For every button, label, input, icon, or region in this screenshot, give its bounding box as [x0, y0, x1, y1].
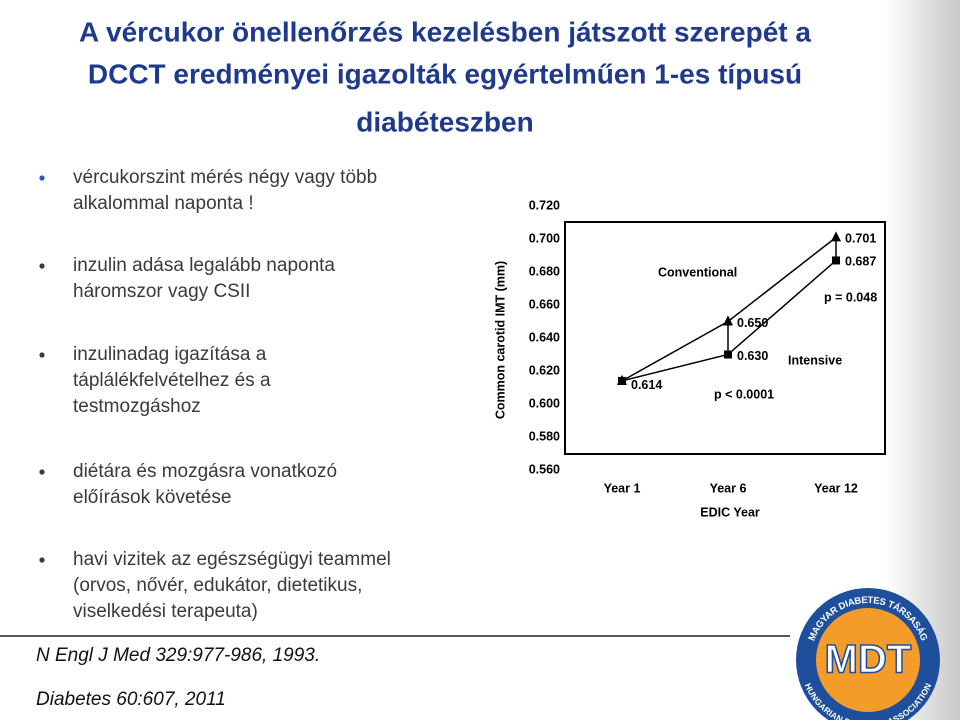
marker: [724, 350, 732, 359]
slide-title: DCCT eredményei igazolták egyértelműen 1…: [88, 58, 802, 89]
bullet-text: diétára és mozgásra vonatkozó: [73, 461, 337, 482]
bullet-text: (orvos, nővér, edukátor, dietetikus,: [73, 575, 362, 596]
bullet-text: vércukorszint mérés négy vagy több: [73, 167, 377, 188]
y-tick-label: 0.600: [529, 396, 560, 410]
bullet-text: táplálékfelvételhez és a: [73, 370, 271, 391]
bullet-dot: [39, 469, 45, 475]
bullet-text: inzulinadag igazítása a: [73, 344, 267, 365]
annotation: p < 0.0001: [714, 387, 774, 401]
y-tick-label: 0.660: [529, 297, 560, 311]
bullet-text: inzulin adása legalább naponta: [73, 255, 335, 276]
x-tick-label: Year 6: [710, 481, 747, 495]
y-tick-label: 0.560: [529, 462, 560, 476]
series-name: Intensive: [788, 353, 842, 367]
annotation: p = 0.048: [824, 290, 877, 304]
bullet-dot: [39, 175, 45, 181]
slide-title: A vércukor önellenőrzés kezelésben játsz…: [79, 16, 811, 47]
y-tick-label: 0.580: [529, 429, 560, 443]
y-tick-label: 0.640: [529, 330, 560, 344]
reference: N Engl J Med 329:977-986, 1993.: [36, 645, 320, 666]
marker: [831, 231, 841, 242]
y-tick-label: 0.620: [529, 363, 560, 377]
logo: MDT MAGYAR DIABETES TÁRSASÁG HUNGARIAN D…: [796, 588, 940, 720]
marker: [618, 376, 626, 385]
bullet-dot: [39, 557, 45, 563]
bullet-text: háromszor vagy CSII: [73, 281, 250, 302]
plot-box: [564, 221, 886, 455]
y-tick-label: 0.680: [529, 264, 560, 278]
x-tick-label: Year 12: [814, 481, 858, 495]
y-tick-label: 0.720: [529, 198, 560, 212]
y-axis-label: Common carotid IMT (mm): [493, 261, 507, 419]
value-label: 0.630: [737, 349, 768, 363]
series-name: Conventional: [658, 265, 737, 279]
reference: Diabetes 60:607, 2011: [36, 689, 226, 710]
slide-title: diabéteszben: [356, 106, 533, 137]
x-axis-label: EDIC Year: [700, 505, 760, 519]
bullet-dot: [39, 263, 45, 269]
bullet-text: viselkedési terapeuta): [73, 601, 258, 622]
y-tick-label: 0.700: [529, 231, 560, 245]
value-label: 0.687: [845, 255, 876, 269]
marker: [723, 315, 733, 326]
bullet-text: alkalommal naponta !: [73, 193, 254, 214]
value-label: 0.701: [845, 232, 876, 246]
x-tick-label: Year 1: [604, 481, 641, 495]
marker: [832, 256, 840, 265]
bullet-text: előírások követése: [73, 487, 231, 508]
logo-center: [816, 608, 920, 712]
value-label: 0.614: [631, 378, 662, 392]
logo-text: MDT: [825, 638, 912, 682]
bullet-dot: [39, 352, 45, 358]
bullet-text: testmozgáshoz: [73, 396, 201, 417]
bullet-text: havi vizitek az egészségügyi teammel: [73, 549, 391, 570]
